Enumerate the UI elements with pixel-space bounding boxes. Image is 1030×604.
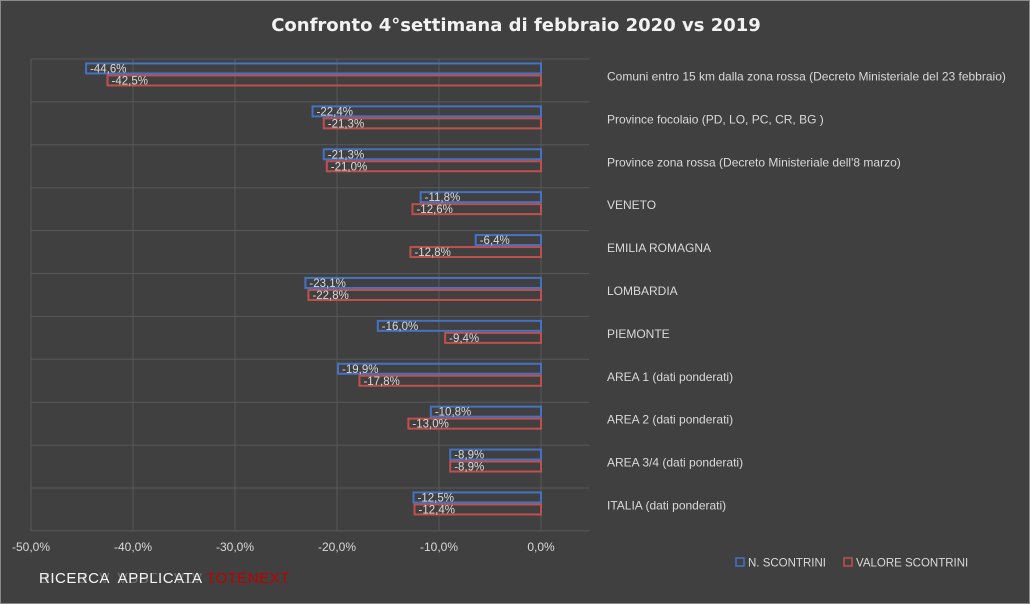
legend-label: VALORE SCONTRINI <box>856 558 968 570</box>
data-label: -6,4% <box>480 235 510 247</box>
data-label: -9,4% <box>449 333 479 345</box>
category-label: LOMBARDIA <box>607 284 678 298</box>
data-label: -21,0% <box>331 161 367 173</box>
data-label: -11,8% <box>425 192 461 204</box>
chart-title: Confronto 4°settimana di febbraio 2020 v… <box>271 15 761 36</box>
bar-valore-scontrini <box>358 374 542 387</box>
data-label: -8,9% <box>454 450 484 462</box>
bar-valore-scontrini <box>444 331 542 344</box>
bar-n-scontrini <box>85 62 543 75</box>
data-label: -17,8% <box>363 376 399 388</box>
brand-accent: TOTENEXT <box>206 570 290 587</box>
category-label: EMILIA ROMAGNA <box>607 241 711 255</box>
category-label: VENETO <box>607 198 656 212</box>
bar-valore-scontrini <box>409 246 542 259</box>
x-tick-label: -50,0% <box>12 540 50 554</box>
legend-label: N. SCONTRINI <box>748 558 826 570</box>
bar-valore-scontrini <box>411 203 543 216</box>
data-label: -21,3% <box>328 118 364 130</box>
category-label: AREA 3/4 (dati ponderati) <box>607 456 743 470</box>
category-label: Comuni entro 15 km dalla zona rossa (Dec… <box>607 69 1006 83</box>
bar-n-scontrini <box>449 448 542 461</box>
x-tick-label: -30,0% <box>216 540 254 554</box>
category-label: AREA 1 (dati ponderati) <box>607 370 733 384</box>
data-label: -42,5% <box>112 75 148 87</box>
x-axis-ticks: -50,0% -40,0% -30,0% -20,0% -10,0% 0,0% <box>12 540 555 554</box>
data-label: -13,0% <box>412 419 448 431</box>
bar-valore-scontrini <box>449 460 542 473</box>
brand-logo: RICERCA APPLICATA TOTENEXT <box>39 570 290 587</box>
bar-n-scontrini <box>304 276 542 289</box>
bar-valore-scontrini <box>106 74 542 87</box>
bar-valore-scontrini <box>322 117 542 130</box>
bar-n-scontrini <box>419 191 543 204</box>
brand-reflection: RICERCA APPLICATA TOTENEXT <box>39 569 290 586</box>
data-label: -10,8% <box>435 407 471 419</box>
bar-valore-scontrini <box>307 288 542 301</box>
bar-valore-scontrini <box>413 503 542 516</box>
category-label: PIEMONTE <box>607 327 670 341</box>
legend-swatch <box>735 557 745 567</box>
x-tick-label: -40,0% <box>114 540 152 554</box>
data-label: -23,1% <box>309 278 345 290</box>
category-label: ITALIA (dati ponderati) <box>607 498 726 512</box>
bar-valore-scontrini <box>325 160 542 173</box>
data-label: -19,9% <box>342 364 378 376</box>
bar-n-scontrini <box>412 491 542 504</box>
data-label: -16,0% <box>382 321 418 333</box>
legend: N. SCONTRINI VALORE SCONTRINI <box>735 557 968 570</box>
data-label: -8,9% <box>454 462 484 474</box>
bar-n-scontrini <box>322 148 542 161</box>
brand-main: RICERCA APPLICATA <box>39 570 207 587</box>
bar-valore-scontrini <box>407 417 542 430</box>
bar-n-scontrini <box>376 319 542 332</box>
data-label: -12,6% <box>416 204 452 216</box>
data-label: -21,3% <box>328 149 364 161</box>
category-label: Province focolaio (PD, LO, PC, CR, BG ) <box>607 112 824 126</box>
category-label: AREA 2 (dati ponderati) <box>607 413 733 427</box>
data-label: -22,8% <box>312 290 348 302</box>
x-tick-label: -20,0% <box>318 540 356 554</box>
category-label: Province zona rossa (Decreto Ministerial… <box>607 155 901 169</box>
bar-n-scontrini <box>474 234 542 247</box>
data-label: -12,8% <box>414 247 450 259</box>
x-tick-label: 0,0% <box>527 540 555 554</box>
legend-swatch <box>843 557 853 567</box>
bar-n-scontrini <box>429 405 542 418</box>
data-label: -44,6% <box>90 63 126 75</box>
x-tick-label: -10,0% <box>420 540 458 554</box>
grid-lines <box>30 58 589 532</box>
bars <box>85 62 543 516</box>
data-label: -12,4% <box>419 504 455 516</box>
category-labels: Comuni entro 15 km dalla zona rossa (Dec… <box>607 69 1006 512</box>
data-label: -12,5% <box>418 492 454 504</box>
bar-n-scontrini <box>311 105 542 118</box>
data-label: -22,4% <box>317 106 353 118</box>
bar-n-scontrini <box>337 362 542 375</box>
data-labels: -44,6%-42,5%-22,4%-21,3%-21,3%-21,0%-11,… <box>90 63 510 516</box>
